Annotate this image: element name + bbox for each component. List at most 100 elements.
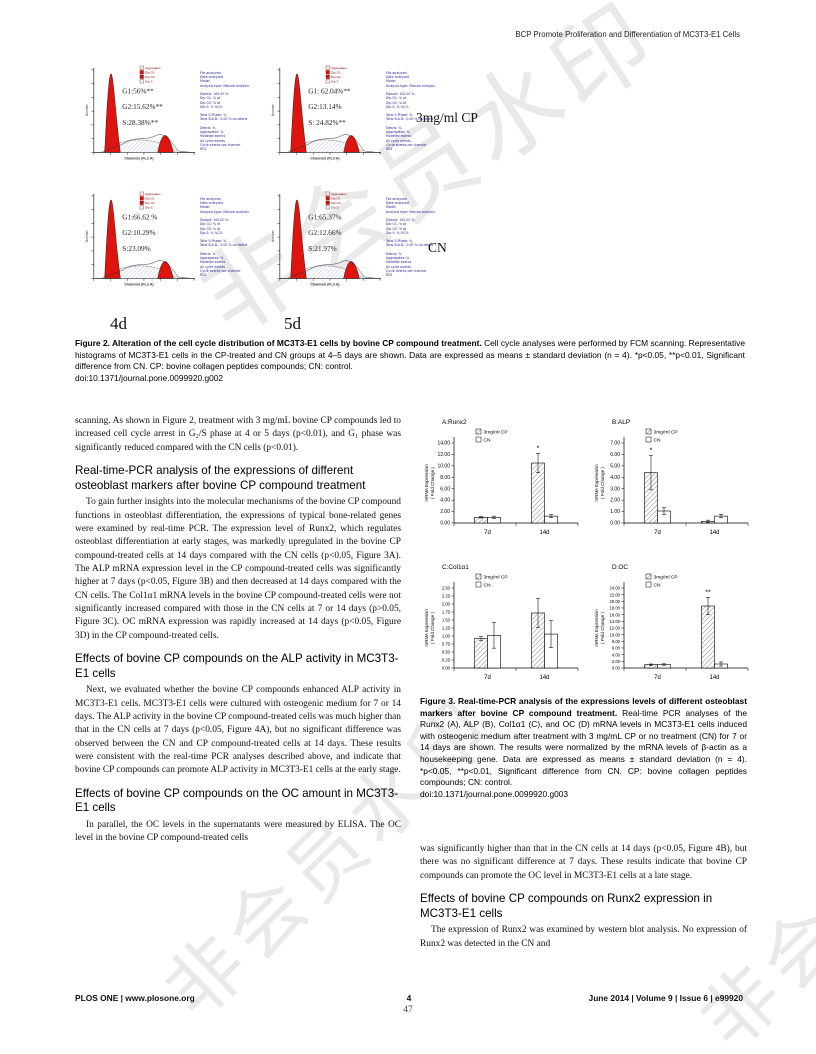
bar-chart: C:Col1α1 3mg/ml CP CN 0.00 0.25 0.50 0.7… (424, 564, 579, 681)
figure3-doi: doi:10.1371/journal.pone.0099920.g003 (420, 788, 569, 799)
footer-page-number: 4 (406, 993, 412, 1003)
svg-text:Aggregates: Aggregates (145, 66, 161, 70)
svg-text:0.00: 0.00 (442, 666, 451, 671)
figure3-caption-title: Figure 3. Real-time-PCR analysis of the … (420, 696, 747, 718)
legend-label: 3mg/ml CP (654, 429, 678, 435)
fcm-s-value: S:23.09% (122, 245, 150, 253)
svg-text:Dip S: Dip S (145, 80, 152, 84)
y-axis-label: mRNA Expression (594, 609, 599, 647)
fcm-stats-block: File analyzed Date analyzed Model Analys… (200, 71, 249, 151)
svg-text:1.25: 1.25 (442, 626, 451, 631)
x-category-label: 14d (710, 675, 720, 681)
legend-label: 3mg/ml CP (654, 574, 678, 580)
legend-label: CN (484, 582, 492, 588)
x-category-label: 7d (654, 675, 661, 681)
chart-cell: B:ALP 3mg/ml CP CN 0.00 1.00 2.00 3.00 4… (590, 413, 756, 556)
footer-journal: PLOS ONE | www.plosone.org (75, 993, 195, 1003)
svg-text:8.00: 8.00 (612, 639, 621, 644)
right-column: was significantly higher than that in th… (420, 843, 747, 953)
figure3-chart-grid: A:Runx2 3mg/ml CP CN 0.00 2.00 4.00 6.00… (420, 413, 758, 701)
svg-text:6.00: 6.00 (440, 486, 450, 492)
svg-text:0.00: 0.00 (612, 666, 621, 671)
fcm-y-axis-label: Number (85, 229, 89, 242)
x-category-label: 7d (654, 530, 661, 536)
svg-text:2.00: 2.00 (612, 659, 621, 664)
svg-text:2.00: 2.00 (610, 498, 620, 504)
svg-text:Dip G2: Dip G2 (145, 201, 155, 205)
svg-text:Aggregates: Aggregates (145, 192, 161, 196)
bar-chart: B:ALP 3mg/ml CP CN 0.00 1.00 2.00 3.00 4… (594, 419, 749, 536)
significance-marker: * (650, 448, 653, 455)
svg-text:0.75: 0.75 (442, 642, 451, 647)
svg-text:4.00: 4.00 (612, 652, 621, 657)
fcm-histogram: Aggregates Dip G1 Dip G2 Dip S G1:56%** … (85, 65, 195, 160)
svg-text:Dip G2: Dip G2 (331, 201, 341, 205)
svg-text:18.00: 18.00 (610, 606, 621, 611)
svg-text:24.00: 24.00 (610, 586, 621, 591)
figure2-panel-grid: Aggregates Dip G1 Dip G2 Dip S G1:56%** … (78, 64, 558, 342)
figure2-doi: doi:10.1371/journal.pone.0099920.g002 (75, 372, 224, 383)
svg-text:6.00: 6.00 (612, 646, 621, 651)
fcm-histogram: Aggregates Dip G1 Dip G2 Dip S G1:66.62 … (85, 191, 195, 286)
page-stamp-number: 47 (403, 1005, 413, 1015)
svg-text:Aggregates: Aggregates (331, 192, 347, 196)
fcm-x-axis-label: Channels (FL2-A) (124, 282, 153, 286)
svg-text:Dip S: Dip S (331, 206, 338, 210)
svg-text:10.00: 10.00 (437, 463, 450, 469)
x-category-label: 7d (484, 530, 491, 536)
figure2-col-label-4d: 4d (110, 314, 127, 333)
footer-issue-info: June 2014 | Volume 9 | Issue 6 | e99920 (588, 993, 743, 1003)
figure2-col-label-5d: 5d (284, 314, 301, 333)
svg-text:Dip G1: Dip G1 (145, 197, 155, 201)
svg-text:4.00: 4.00 (440, 498, 450, 504)
svg-text:1.50: 1.50 (442, 618, 451, 623)
figure2-row-label-cn: CN (428, 240, 447, 255)
bar (701, 605, 715, 669)
fcm-panel: Aggregates Dip G1 Dip G2 Dip S G1:56%** … (78, 64, 256, 186)
svg-text:6.00: 6.00 (610, 452, 620, 458)
svg-text:0.25: 0.25 (442, 658, 451, 663)
fcm-stats-block: File analyzed Date analyzed Model Analys… (200, 197, 249, 277)
svg-text:0.00: 0.00 (610, 521, 620, 527)
body-paragraph: To gain further insights into the molecu… (75, 497, 401, 641)
svg-text:1.00: 1.00 (610, 509, 620, 515)
fcm-panel: Aggregates Dip G1 Dip G2 Dip S G1:65.37%… (264, 190, 442, 312)
svg-text:Dip G1: Dip G1 (145, 71, 155, 75)
chart-title: D:OC (612, 564, 628, 571)
x-category-label: 7d (484, 675, 491, 681)
fcm-g1-value: G1:56%** (122, 87, 154, 95)
svg-text:0.00: 0.00 (440, 521, 450, 527)
significance-marker: ** (705, 589, 711, 596)
svg-text:22.00: 22.00 (610, 592, 621, 597)
body-paragraph: scanning. As shown in Figure 2, treatmen… (75, 416, 401, 453)
svg-text:10.00: 10.00 (610, 632, 621, 637)
x-category-label: 14d (710, 530, 720, 536)
svg-text:14.00: 14.00 (437, 441, 450, 447)
fcm-stats-block: File analyzed Date analyzed Model Analys… (386, 71, 435, 151)
chart-title: A:Runx2 (442, 419, 467, 426)
fcm-histogram: Aggregates Dip G1 Dip G2 Dip S G1: 62.04… (271, 65, 381, 160)
fcm-s-value: S: 24.82%** (308, 119, 346, 127)
svg-text:12.00: 12.00 (610, 626, 621, 631)
svg-text:14.00: 14.00 (610, 619, 621, 624)
fcm-y-axis-label: Number (271, 103, 275, 116)
y-axis-label: mRNA Expression (424, 464, 429, 502)
running-head: BCP Promote Proliferation and Differenti… (515, 30, 740, 39)
svg-text:Dip G2: Dip G2 (331, 75, 341, 79)
fcm-panel: Aggregates Dip G1 Dip G2 Dip S G1:66.62 … (78, 190, 256, 312)
fcm-x-axis-label: Channels (FL2-A) (310, 156, 339, 160)
svg-text:3.00: 3.00 (610, 486, 620, 492)
significance-marker: * (537, 445, 540, 452)
svg-text:Dip S: Dip S (145, 206, 152, 210)
chart-cell: A:Runx2 3mg/ml CP CN 0.00 2.00 4.00 6.00… (420, 413, 586, 556)
svg-text:2.50: 2.50 (442, 586, 451, 591)
bar-chart: D:OC 3mg/ml CP CN 0.00 2.00 4.00 6.00 8.… (594, 564, 749, 681)
svg-text:5.00: 5.00 (610, 463, 620, 469)
svg-text:Dip S: Dip S (331, 80, 338, 84)
fcm-panel: Aggregates Dip G1 Dip G2 Dip S G1: 62.04… (264, 64, 442, 186)
figure2-row-label-cp: 3mg/ml CP (416, 110, 478, 125)
fcm-g1-value: G1:66.62 % (122, 213, 157, 221)
svg-text:4.00: 4.00 (610, 475, 620, 481)
svg-text:8.00: 8.00 (440, 475, 450, 481)
